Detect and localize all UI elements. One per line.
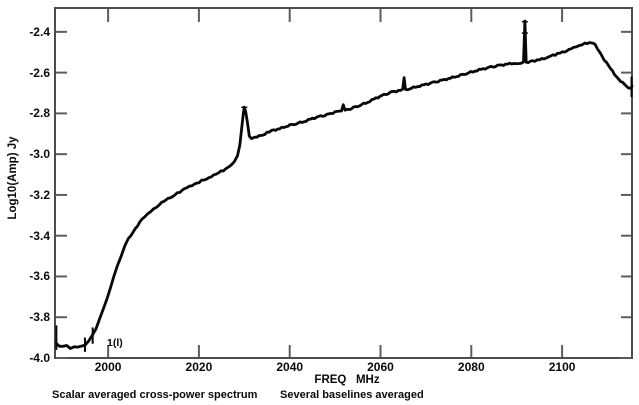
y-tick-label: -2.8 [29,106,50,121]
caption-baselines: Several baselines averaged [280,389,424,401]
if-number-annotation: 1(l) [107,337,123,349]
x-tick-label: 2100 [548,360,576,374]
y-tick-label: -2.4 [29,24,50,39]
x-tick-label: 2060 [367,360,394,374]
y-tick-label: -3.0 [29,147,50,162]
y-tick-label: -3.8 [29,310,50,325]
x-tick-label: 2080 [457,360,485,374]
x-tick-label: 2000 [94,360,122,374]
caption-spectrum-type: Scalar averaged cross-power spectrum [52,389,258,401]
x-axis-title: FREQ MHz [314,374,380,386]
y-tick-label: -3.6 [29,269,50,284]
x-tick-label: 2040 [276,360,304,374]
x-tick-label: 2020 [185,360,213,374]
y-tick-label: -2.6 [29,65,50,80]
spectrum-trace [55,19,634,350]
plot-frame [54,7,633,359]
y-tick-label: -3.4 [29,228,50,243]
y-tick-label: -4.0 [29,351,50,365]
y-tick-label: -3.2 [29,187,50,202]
